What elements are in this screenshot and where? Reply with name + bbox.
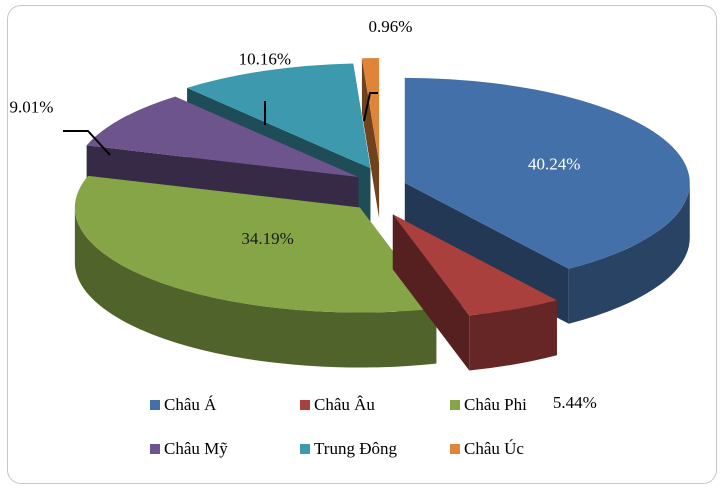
legend-swatch-chau-a	[150, 400, 160, 410]
pie-slice-side-chau-phi	[74, 207, 437, 368]
legend-label-chau-my: Châu Mỹ	[164, 439, 228, 458]
legend-item-chau-a: Châu Á	[150, 394, 300, 416]
legend-swatch-trung-dong	[300, 444, 310, 454]
pie-slice-top-chau-au	[392, 214, 557, 316]
pie-slice-wall-chau-au-1	[392, 214, 470, 371]
leader-line-chau-my	[63, 130, 111, 156]
data-label-trung-dong: 10.16%	[239, 50, 291, 69]
legend-label-trung-dong: Trung Đông	[314, 439, 397, 458]
legend-swatch-chau-au	[300, 400, 310, 410]
pie-slice-chau-uc	[361, 58, 380, 219]
legend-item-chau-au: Châu Âu	[300, 394, 450, 416]
leader-line-chau-uc	[363, 92, 378, 122]
data-label-chau-au: 5.44%	[553, 393, 597, 412]
legend-item-chau-my: Châu Mỹ	[150, 438, 300, 460]
data-label-chau-phi: 34.19%	[241, 229, 293, 248]
legend-item-chau-uc: Châu Úc	[450, 438, 590, 460]
pie-slice-chau-au	[392, 214, 557, 371]
legend-item-chau-phi: Châu Phi	[450, 394, 590, 416]
legend-swatch-chau-uc	[450, 444, 460, 454]
legend-label-chau-a: Châu Á	[164, 395, 217, 414]
legend-swatch-chau-phi	[450, 400, 460, 410]
pie-slice-top-chau-phi	[74, 175, 437, 313]
legend-label-chau-phi: Châu Phi	[464, 395, 527, 414]
legend-item-trung-dong: Trung Đông	[300, 438, 450, 460]
pie-slice-side-chau-au	[469, 300, 557, 371]
legend-label-chau-au: Châu Âu	[314, 395, 375, 414]
legend-swatch-chau-my	[150, 444, 160, 454]
pie-slice-side-chau-a	[568, 182, 690, 324]
data-label-chau-a: 40.24%	[528, 154, 580, 173]
pie-slice-top-chau-my	[86, 96, 359, 177]
pie-slice-wall-chau-uc-0	[361, 58, 380, 219]
legend-label-chau-uc: Châu Úc	[464, 439, 524, 458]
data-label-chau-uc: 0.96%	[369, 17, 413, 36]
pie-slice-top-trung-dong	[187, 63, 371, 169]
pie-slice-chau-phi	[74, 175, 437, 368]
pie-slice-top-chau-a	[404, 77, 690, 269]
pie-slice-top-chau-uc	[361, 58, 380, 164]
data-label-chau-my: 9.01%	[9, 98, 53, 117]
legend: Châu Á Châu Âu Châu Phi Châu Mỹ Trung Đô…	[150, 394, 590, 460]
